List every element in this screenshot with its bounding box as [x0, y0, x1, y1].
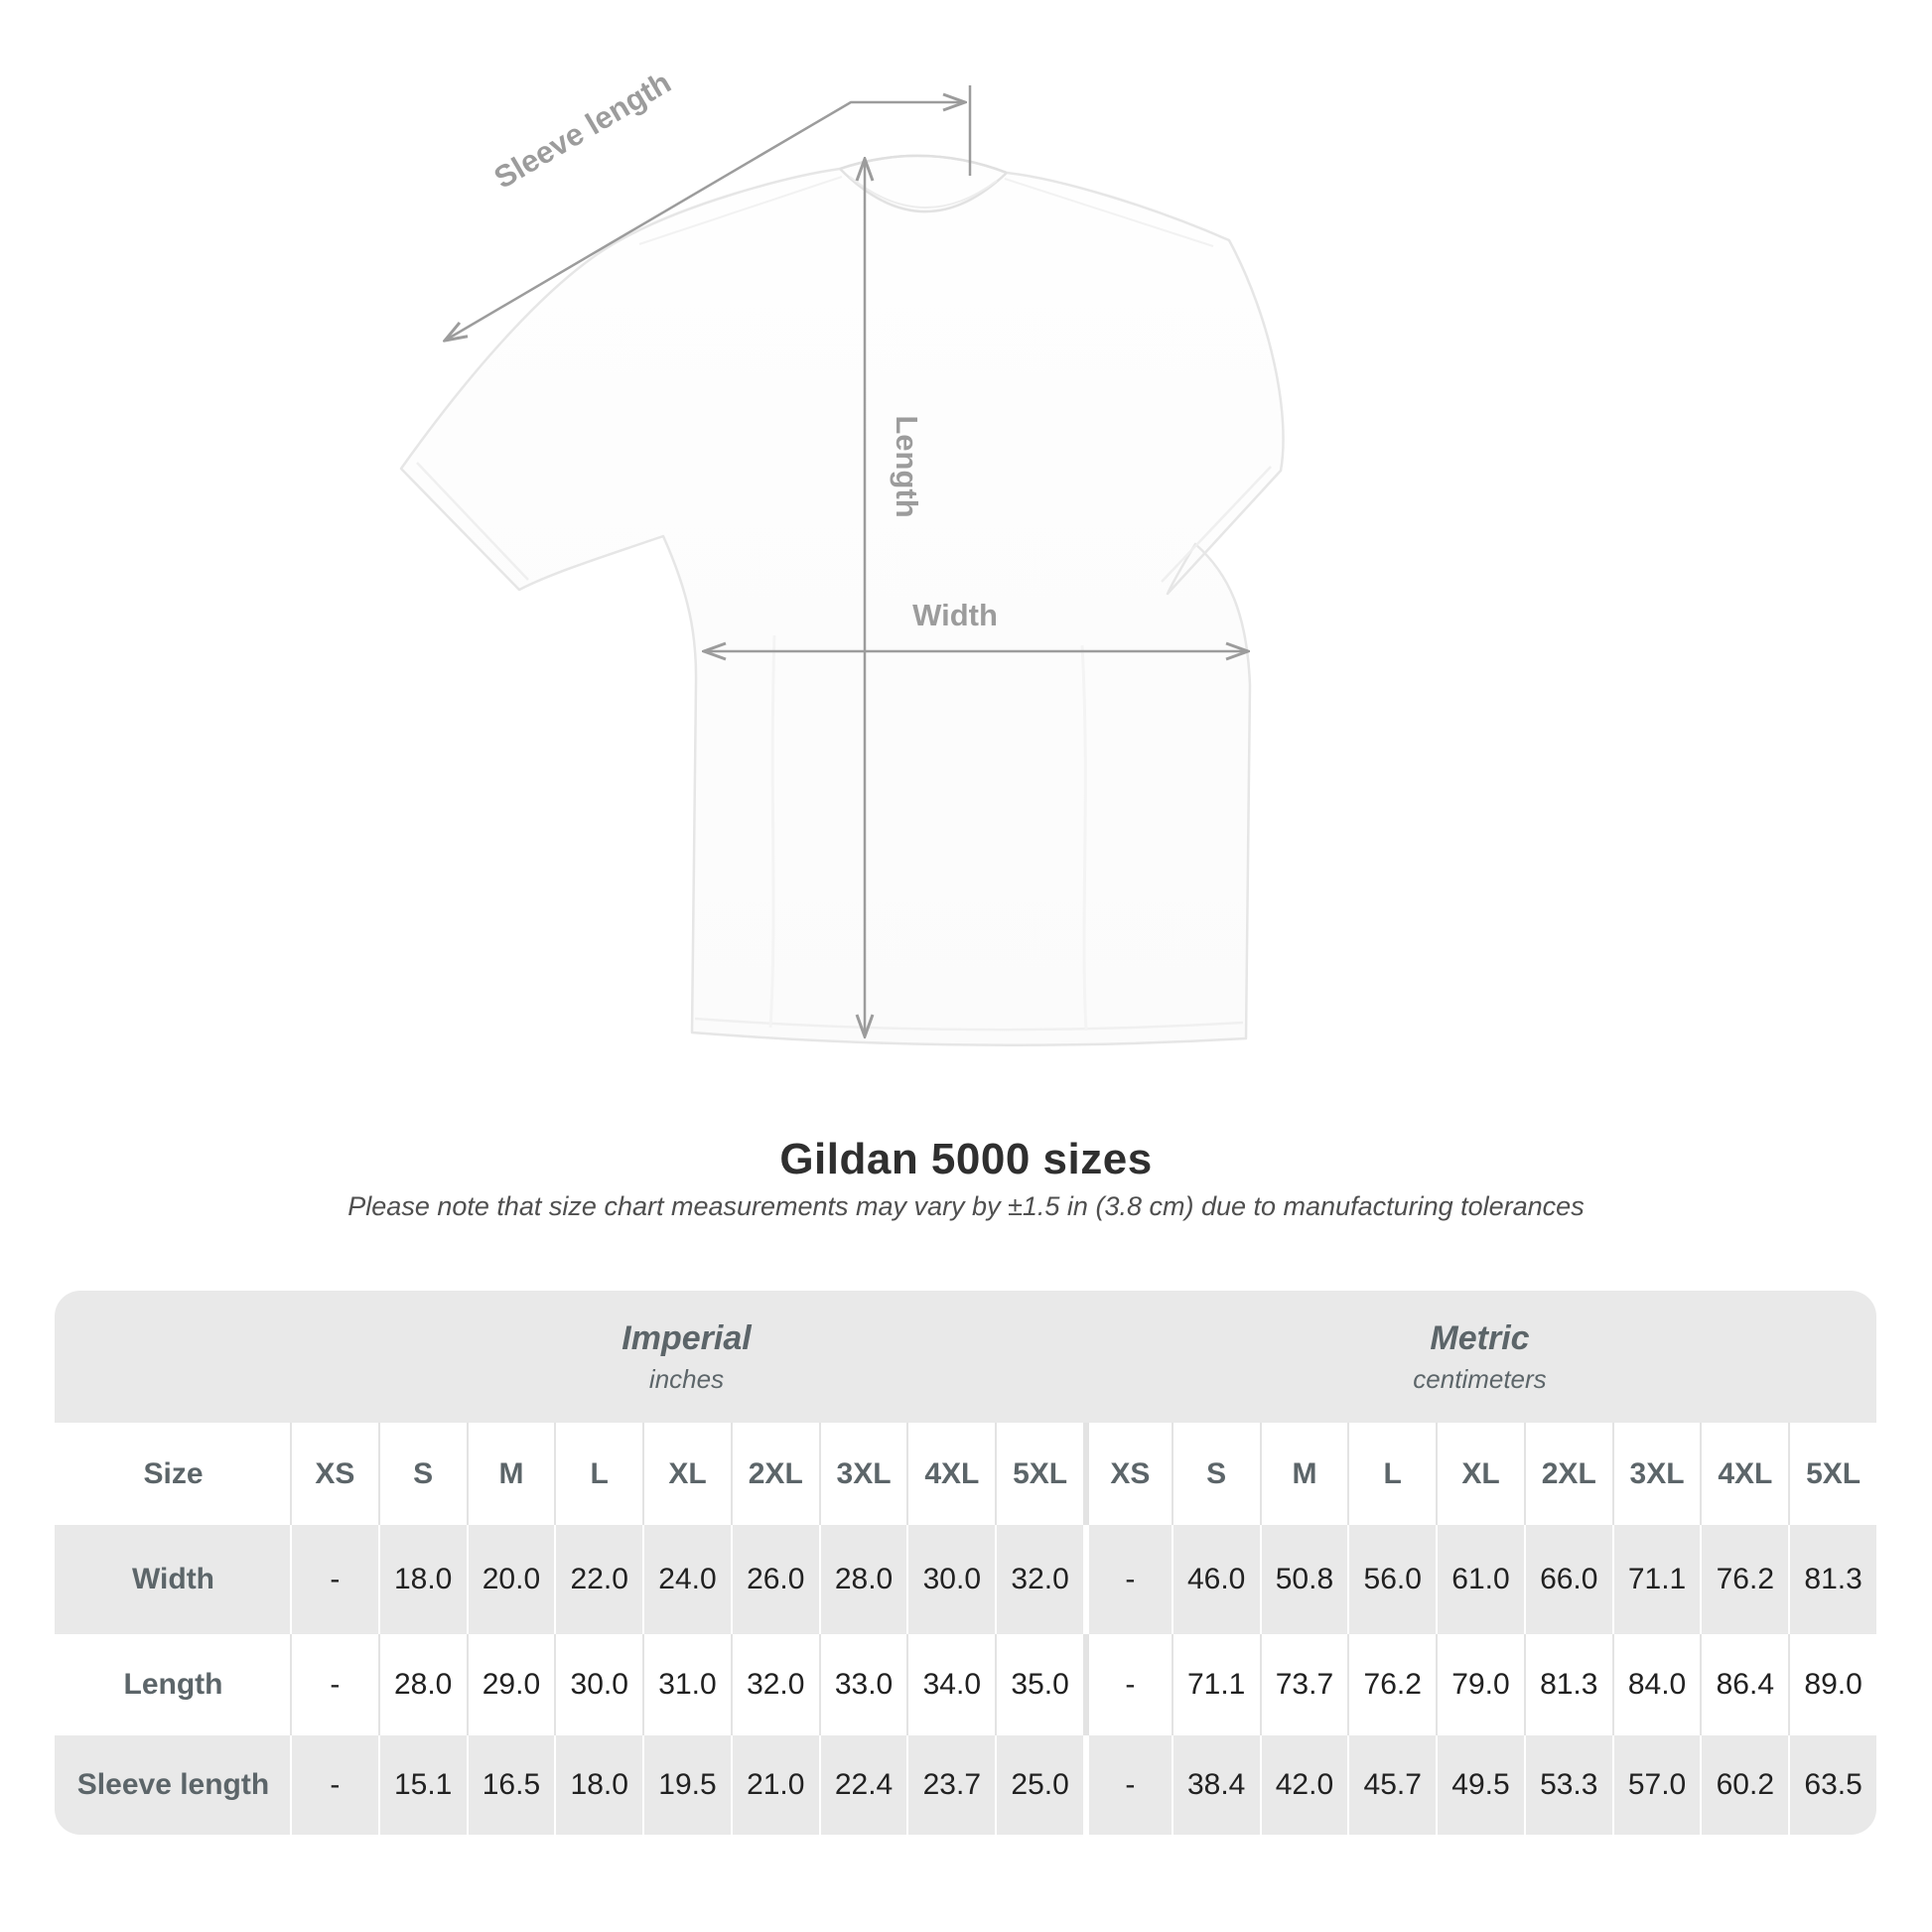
width-imperial-l: 22.0 [554, 1525, 643, 1634]
width-imperial-5xl: 32.0 [995, 1525, 1083, 1634]
col-header-metric-l: L [1347, 1423, 1437, 1525]
width-metric-s: 46.0 [1171, 1525, 1260, 1634]
sleeve-imperial-5xl: 25.0 [995, 1735, 1083, 1835]
col-header-imperial-m: M [466, 1423, 555, 1525]
col-header-metric-2xl: 2XL [1523, 1423, 1612, 1525]
sleeve-metric-3xl: 57.0 [1611, 1735, 1701, 1835]
width-metric-4xl: 76.2 [1700, 1525, 1789, 1634]
length-metric-m: 73.7 [1259, 1634, 1348, 1735]
sleeve-length-label: Sleeve length [488, 65, 677, 196]
row-label-length: Length [55, 1634, 290, 1735]
col-header-metric-xs: XS [1083, 1423, 1172, 1525]
sleeve-imperial-xl: 19.5 [642, 1735, 731, 1835]
length-imperial-s: 28.0 [377, 1634, 467, 1735]
col-header-imperial-4xl: 4XL [906, 1423, 996, 1525]
col-header-imperial-3xl: 3XL [818, 1423, 907, 1525]
length-metric-4xl: 86.4 [1700, 1634, 1789, 1735]
col-header-metric-s: S [1171, 1423, 1260, 1525]
width-imperial-3xl: 28.0 [818, 1525, 907, 1634]
tshirt-diagram: Sleeve length Length Width [399, 65, 1285, 1046]
sleeve-imperial-xs: - [290, 1735, 378, 1835]
length-metric-s: 71.1 [1171, 1634, 1260, 1735]
imperial-section-header: Imperial inches [290, 1291, 1083, 1423]
width-metric-m: 50.8 [1259, 1525, 1348, 1634]
sleeve-metric-xl: 49.5 [1436, 1735, 1524, 1835]
sleeve-metric-4xl: 60.2 [1700, 1735, 1789, 1835]
col-header-metric-4xl: 4XL [1700, 1423, 1789, 1525]
width-metric-5xl: 81.3 [1788, 1525, 1876, 1634]
col-header-metric-xl: XL [1436, 1423, 1524, 1525]
width-label: Width [912, 598, 998, 632]
col-header-imperial-s: S [377, 1423, 467, 1525]
metric-unit: centimeters [1413, 1363, 1547, 1394]
sleeve-metric-xs: - [1083, 1735, 1172, 1835]
sleeve-length-arrow-icon [445, 102, 965, 341]
sleeve-imperial-l: 18.0 [554, 1735, 643, 1835]
width-imperial-s: 18.0 [377, 1525, 467, 1634]
length-imperial-3xl: 33.0 [818, 1634, 907, 1735]
width-imperial-m: 20.0 [466, 1525, 555, 1634]
width-metric-l: 56.0 [1347, 1525, 1437, 1634]
length-imperial-l: 30.0 [554, 1634, 643, 1735]
band-spacer [55, 1291, 290, 1423]
sleeve-imperial-3xl: 22.4 [818, 1735, 907, 1835]
col-header-imperial-l: L [554, 1423, 643, 1525]
width-metric-xs: - [1083, 1525, 1172, 1634]
col-header-imperial-xl: XL [642, 1423, 731, 1525]
col-header-imperial-2xl: 2XL [730, 1423, 819, 1525]
sleeve-imperial-s: 15.1 [377, 1735, 467, 1835]
sleeve-metric-5xl: 63.5 [1788, 1735, 1876, 1835]
length-imperial-4xl: 34.0 [906, 1634, 996, 1735]
length-label: Length [890, 415, 924, 517]
length-metric-2xl: 81.3 [1523, 1634, 1612, 1735]
length-imperial-xs: - [290, 1634, 378, 1735]
sleeve-imperial-m: 16.5 [466, 1735, 555, 1835]
sleeve-metric-s: 38.4 [1171, 1735, 1260, 1835]
size-table: Imperial inches Metric centimeters Size … [55, 1291, 1876, 1835]
size-column-header: Size [55, 1423, 290, 1525]
sleeve-metric-l: 45.7 [1347, 1735, 1437, 1835]
sleeve-length-dimension [445, 85, 972, 341]
row-label-sleeve-length: Sleeve length [55, 1735, 290, 1835]
length-imperial-2xl: 32.0 [730, 1634, 819, 1735]
length-imperial-xl: 31.0 [642, 1634, 731, 1735]
col-header-imperial-xs: XS [290, 1423, 378, 1525]
length-metric-xl: 79.0 [1436, 1634, 1524, 1735]
metric-title: Metric [1430, 1318, 1530, 1357]
sleeve-metric-m: 42.0 [1259, 1735, 1348, 1835]
tolerance-note: Please note that size chart measurements… [347, 1191, 1585, 1221]
sleeve-imperial-4xl: 23.7 [906, 1735, 996, 1835]
width-metric-2xl: 66.0 [1523, 1525, 1612, 1634]
col-header-metric-3xl: 3XL [1611, 1423, 1701, 1525]
col-header-metric-5xl: 5XL [1788, 1423, 1876, 1525]
length-metric-5xl: 89.0 [1788, 1634, 1876, 1735]
width-metric-3xl: 71.1 [1611, 1525, 1701, 1634]
width-imperial-xs: - [290, 1525, 378, 1634]
imperial-unit: inches [648, 1363, 725, 1394]
length-metric-l: 76.2 [1347, 1634, 1437, 1735]
width-imperial-xl: 24.0 [642, 1525, 731, 1634]
page-title: Gildan 5000 sizes [779, 1135, 1153, 1183]
length-metric-3xl: 84.0 [1611, 1634, 1701, 1735]
width-imperial-2xl: 26.0 [730, 1525, 819, 1634]
col-header-imperial-5xl: 5XL [995, 1423, 1083, 1525]
length-imperial-5xl: 35.0 [995, 1634, 1083, 1735]
width-metric-xl: 61.0 [1436, 1525, 1524, 1634]
unit-section-band: Imperial inches Metric centimeters [55, 1291, 1876, 1423]
sleeve-imperial-2xl: 21.0 [730, 1735, 819, 1835]
metric-section-header: Metric centimeters [1083, 1291, 1876, 1423]
length-metric-xs: - [1083, 1634, 1172, 1735]
tshirt-outline [399, 154, 1285, 1046]
imperial-title: Imperial [621, 1318, 752, 1357]
col-header-metric-m: M [1259, 1423, 1348, 1525]
size-table-grid: Size XS S M L XL 2XL 3XL 4XL 5XL XS S M … [55, 1423, 1876, 1835]
length-imperial-m: 29.0 [466, 1634, 555, 1735]
sleeve-metric-2xl: 53.3 [1523, 1735, 1612, 1835]
row-label-width: Width [55, 1525, 290, 1634]
width-imperial-4xl: 30.0 [906, 1525, 996, 1634]
